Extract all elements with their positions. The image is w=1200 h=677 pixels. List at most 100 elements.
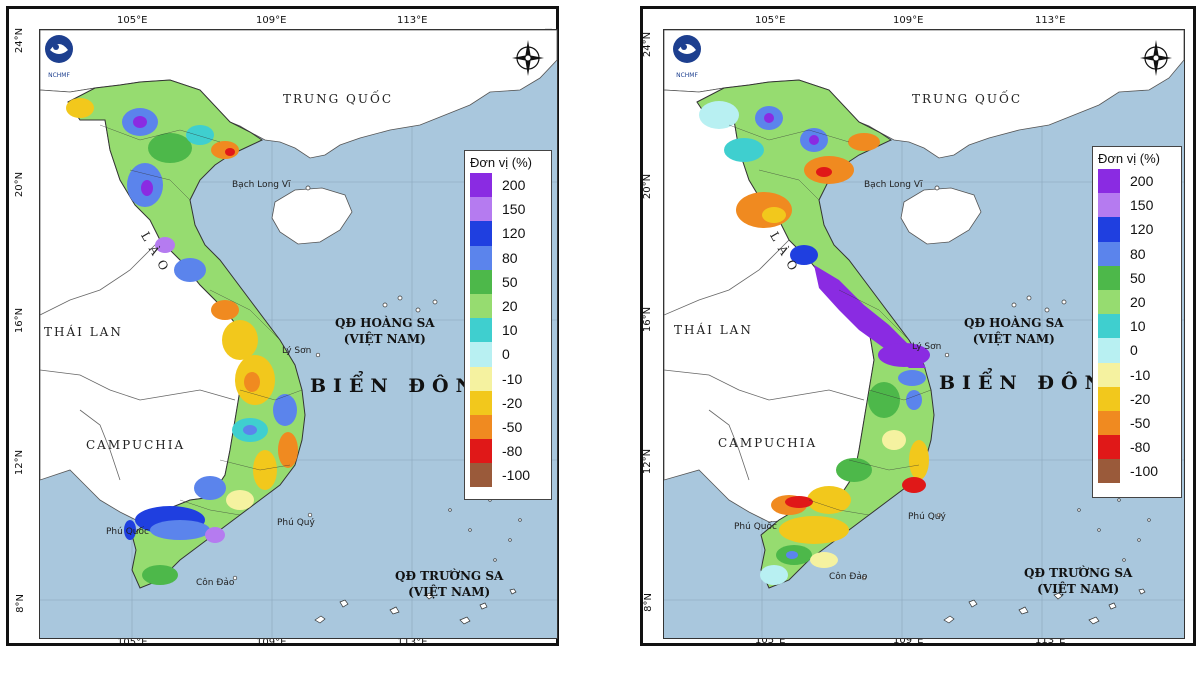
nchmf-logo-r: NCHMF (670, 34, 704, 79)
label-china: TRUNG QUỐC (283, 92, 394, 106)
label-con-dao: Côn Đảo (196, 578, 235, 588)
legend-title-r: Đơn vị (%) (1098, 151, 1160, 166)
lat-label-12-left: 12°N (14, 449, 26, 476)
label-cambodia-r: CAMPUCHIA (718, 436, 818, 450)
nchmf-logo: NCHMF (42, 34, 76, 79)
lon-label-109-bottom: 109°E (256, 637, 287, 648)
lat-label-24-left-r: 24°N (642, 31, 654, 58)
compass-rose-icon (512, 40, 544, 76)
truong-sa-line1-r: QĐ TRƯỜNG SA (1024, 566, 1133, 580)
legend-item: 150 (470, 197, 546, 222)
lon-label-113-bottom: 113°E (397, 637, 428, 648)
hainan-island (271, 187, 353, 245)
logo-text: NCHMF (48, 72, 70, 79)
legend-item: -20 (1098, 386, 1176, 411)
label-cambodia: CAMPUCHIA (86, 438, 186, 452)
lon-label-105-bottom-r: 105°E (755, 635, 786, 646)
label-phu-quoc-r: Phú Quốc (734, 522, 777, 532)
legend-value: -20 (502, 394, 523, 411)
legend-value: 10 (1130, 318, 1146, 335)
rainfall-anomaly-left (66, 98, 298, 585)
legend-value: 20 (1130, 294, 1146, 311)
legend-value: 80 (502, 249, 518, 266)
legend-right: Đơn vị (%) 200 150 120 80 50 20 10 0 -10 -20 -50 -8… (1092, 146, 1182, 498)
legend-item: 0 (1098, 338, 1176, 363)
lat-label-16-left-r: 16°N (642, 306, 654, 333)
label-east-sea: BIỂN ĐÔNG (310, 375, 504, 397)
hoang-sa-line2-r: (VIỆT NAM) (972, 332, 1055, 346)
legend-swatch (470, 414, 492, 440)
legend-item: 20 (1098, 289, 1176, 315)
legend-value: 20 (502, 298, 518, 315)
legend-item: 10 (470, 318, 546, 343)
legend-value: -100 (1130, 463, 1159, 480)
legend-swatch (1098, 289, 1120, 315)
truong-sa-line2-r: (VIỆT NAM) (1037, 582, 1120, 596)
legend-item: -80 (470, 439, 546, 464)
lat-label-20-left: 20°N (14, 171, 26, 198)
legend-item: -20 (470, 390, 546, 415)
label-phu-quy-r: Phú Quý (908, 512, 946, 522)
label-hoang-sa-r: QĐ HOÀNG SA (VIỆT NAM) (964, 315, 1064, 347)
legend-swatch (1098, 241, 1120, 266)
basemap-right (664, 30, 1184, 638)
label-bach-long-vi: Bạch Long Vĩ (232, 180, 291, 190)
legend-swatch (1098, 386, 1120, 411)
legend-swatch (470, 439, 492, 464)
legend-value: -80 (1130, 439, 1151, 456)
legend-swatch (1098, 217, 1120, 242)
label-truong-sa: QĐ TRƯỜNG SA (VIỆT NAM) (395, 568, 503, 600)
lon-label-109-top-r: 109°E (893, 15, 924, 26)
legend-value: -100 (502, 467, 531, 484)
legend-value: -50 (1130, 414, 1151, 431)
rainfall-anomaly-right (699, 101, 930, 585)
map-panel-left: 105°E 109°E 113°E 105°E 109°E 113°E 24°N… (6, 6, 559, 648)
label-truong-sa-r: QĐ TRƯỜNG SA (VIỆT NAM) (1024, 565, 1132, 597)
label-con-dao-r: Côn Đảo (829, 572, 868, 582)
label-thailand-r: THÁI LAN (674, 323, 753, 337)
legend-value: 80 (1130, 245, 1146, 262)
legend-item: -10 (470, 366, 546, 391)
lat-label-8-left: 8°N (14, 594, 26, 613)
legend-item: 20 (470, 293, 546, 319)
legend-swatch (1098, 314, 1120, 339)
legend-item: -50 (470, 414, 546, 440)
legend-value: -20 (1130, 390, 1151, 407)
legend-value: 120 (502, 225, 526, 242)
label-bach-long-vi-r: Bạch Long Vĩ (864, 180, 923, 190)
lon-label-113-top: 113°E (397, 15, 428, 26)
legend-value: -50 (502, 418, 523, 435)
legend-swatch (470, 173, 492, 198)
legend-swatch (1098, 169, 1120, 194)
legend-item: 120 (1098, 217, 1176, 242)
hoang-sa-line1: QĐ HOÀNG SA (335, 316, 435, 330)
legend-swatch (1098, 362, 1120, 387)
legend-item: 50 (470, 269, 546, 294)
legend-item: 200 (1098, 169, 1176, 194)
label-phu-quoc: Phú Quốc (106, 527, 149, 537)
legend-swatch (1098, 435, 1120, 460)
legend-rows-r: 200 150 120 80 50 20 10 0 -10 -20 -50 -80 -100 (1098, 169, 1176, 484)
lat-label-16-left: 16°N (14, 307, 26, 334)
legend-left: Đơn vị (%) 200 150 120 80 50 20 10 0 -10 -20 -50 -8… (464, 150, 552, 500)
lat-label-8-left-r: 8°N (642, 593, 654, 612)
north-arrow-r (1138, 36, 1174, 80)
hoang-sa-line1-r: QĐ HOÀNG SA (964, 316, 1064, 330)
legend-item: 80 (470, 245, 546, 270)
north-arrow (510, 36, 546, 80)
label-thailand: THÁI LAN (44, 325, 123, 339)
label-ly-son-r: Lý Sơn (912, 342, 942, 352)
legend-item: 150 (1098, 193, 1176, 218)
compass-rose-icon-r (1140, 40, 1172, 76)
lon-label-113-bottom-r: 113°E (1035, 635, 1066, 646)
legend-value: 200 (502, 177, 526, 194)
legend-value: 150 (502, 201, 526, 218)
map-frame-left: NCHMF TRUNG QUỐC L À O THÁI LAN CAMPUCHI… (39, 29, 558, 639)
legend-value: 50 (502, 273, 518, 290)
legend-value: 10 (502, 322, 518, 339)
legend-value: 200 (1130, 173, 1154, 190)
legend-swatch (470, 269, 492, 294)
legend-item: -80 (1098, 435, 1176, 460)
legend-value: 0 (1130, 342, 1138, 359)
legend-swatch (470, 293, 492, 319)
